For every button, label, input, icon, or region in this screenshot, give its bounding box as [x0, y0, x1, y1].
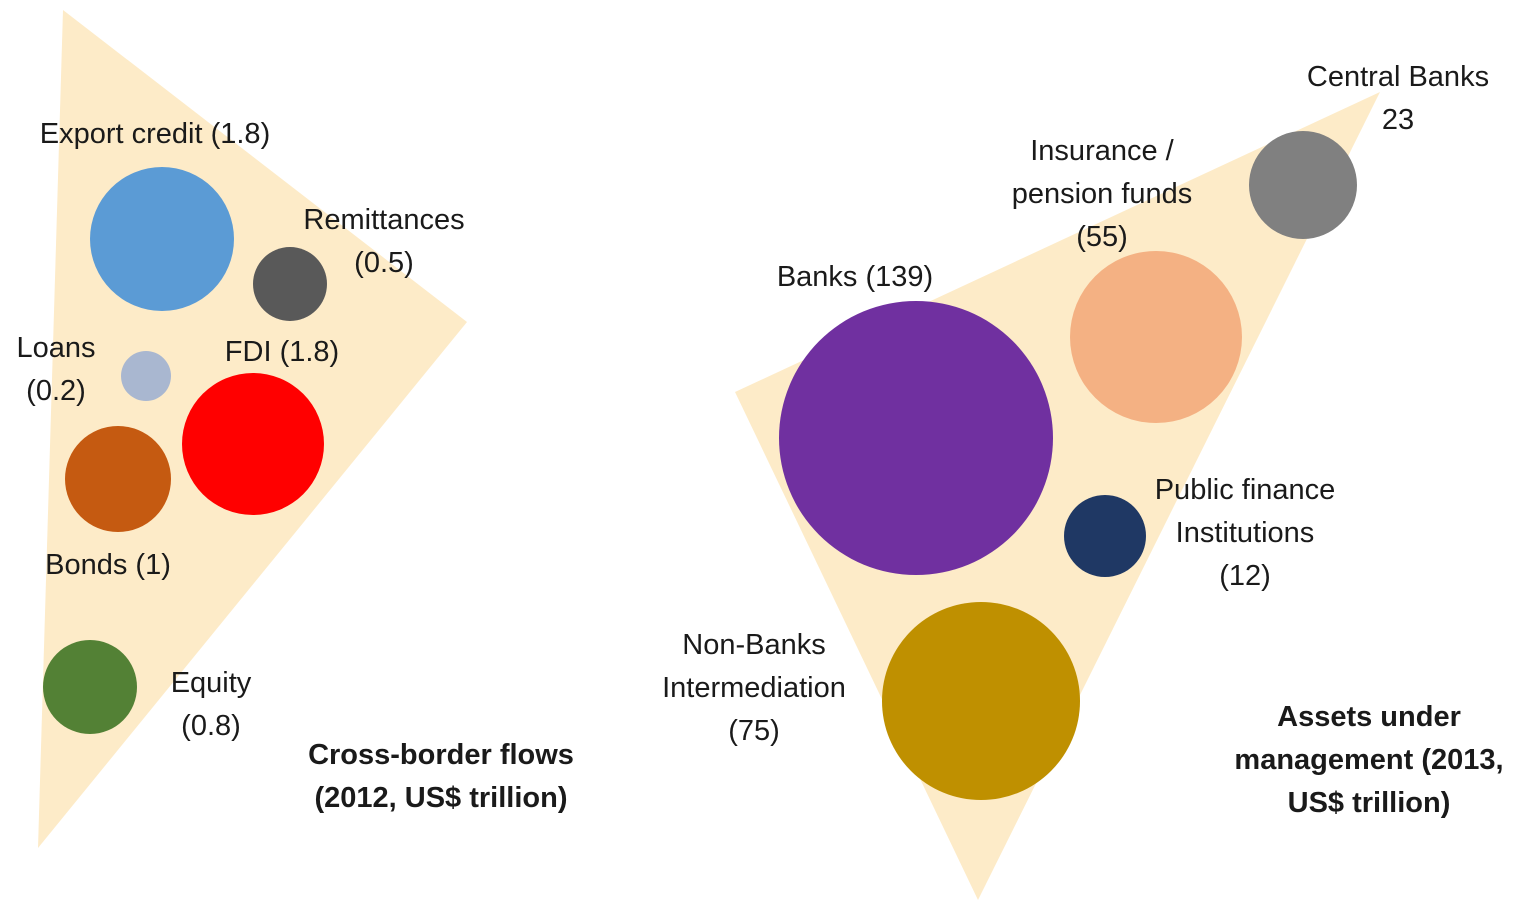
banks-label: Banks (139)	[777, 261, 933, 293]
right-panel-title: Assets under management (2013, US$ trillio…	[1234, 701, 1503, 819]
insurance-pension-funds-label-line: Insurance /	[1030, 135, 1174, 167]
fdi-bubble	[182, 373, 324, 515]
banks-label-line: Banks (139)	[777, 261, 933, 293]
left-panel-title: Cross-border flows (2012, US$ trillion)	[308, 739, 574, 814]
export-credit-label-line: Export credit (1.8)	[40, 118, 270, 150]
non-banks-intermediation-label-line: (75)	[728, 715, 780, 747]
loans-bubble	[121, 351, 171, 401]
bonds-label-line: Bonds (1)	[45, 549, 171, 581]
left-panel-title-line: (2012, US$ trillion)	[314, 782, 567, 814]
remittances-label-line: (0.5)	[354, 247, 414, 279]
insurance-pension-funds-bubble	[1070, 251, 1242, 423]
central-banks-bubble	[1249, 131, 1357, 239]
loans-label-line: Loans	[16, 332, 95, 364]
bonds-label: Bonds (1)	[45, 549, 171, 581]
loans-label: Loans (0.2)	[16, 332, 95, 407]
remittances-label: Remittances (0.5)	[303, 204, 464, 279]
insurance-pension-funds-label-line: pension funds	[1012, 178, 1193, 210]
export-credit-bubble	[90, 167, 234, 311]
equity-label: Equity (0.8)	[171, 667, 252, 742]
public-finance-institutions-label: Public finance Institutions (12)	[1155, 474, 1336, 592]
remittances-label-line: Remittances	[303, 204, 464, 236]
equity-bubble	[43, 640, 137, 734]
left-panel-title-line: Cross-border flows	[308, 739, 574, 771]
fdi-label: FDI (1.8)	[225, 336, 339, 368]
equity-label-line: Equity	[171, 667, 252, 699]
remittances-bubble	[253, 247, 327, 321]
label-layer: Export credit (1.8) Remittances (0.5) Loans…	[16, 61, 1489, 747]
bubble-layer	[43, 131, 1357, 800]
bonds-bubble	[65, 426, 171, 532]
equity-label-line: (0.8)	[181, 710, 241, 742]
non-banks-intermediation-label-line: Intermediation	[662, 672, 846, 704]
insurance-pension-funds-label-line: (55)	[1076, 221, 1128, 253]
central-banks-label: Central Banks 23	[1307, 61, 1489, 136]
central-banks-label-line: Central Banks	[1307, 61, 1489, 93]
insurance-pension-funds-label: Insurance / pension funds (55)	[1012, 135, 1193, 253]
non-banks-intermediation-label: Non-Banks Intermediation (75)	[662, 629, 846, 747]
central-banks-label-line: 23	[1382, 104, 1414, 136]
right-panel-title-line: management (2013,	[1234, 744, 1503, 776]
right-panel-title-line: Assets under	[1277, 701, 1461, 733]
export-credit-label: Export credit (1.8)	[40, 118, 270, 150]
non-banks-intermediation-bubble	[882, 602, 1080, 800]
banks-bubble	[779, 301, 1053, 575]
public-finance-institutions-label-line: Institutions	[1176, 517, 1315, 549]
title-layer: Cross-border flows (2012, US$ trillion) As…	[308, 701, 1504, 819]
non-banks-intermediation-label-line: Non-Banks	[682, 629, 825, 661]
fdi-label-line: FDI (1.8)	[225, 336, 339, 368]
loans-label-line: (0.2)	[26, 375, 86, 407]
public-finance-institutions-label-line: Public finance	[1155, 474, 1336, 506]
right-panel-title-line: US$ trillion)	[1288, 787, 1451, 819]
public-finance-institutions-label-line: (12)	[1219, 560, 1271, 592]
public-finance-institutions-bubble	[1064, 495, 1146, 577]
